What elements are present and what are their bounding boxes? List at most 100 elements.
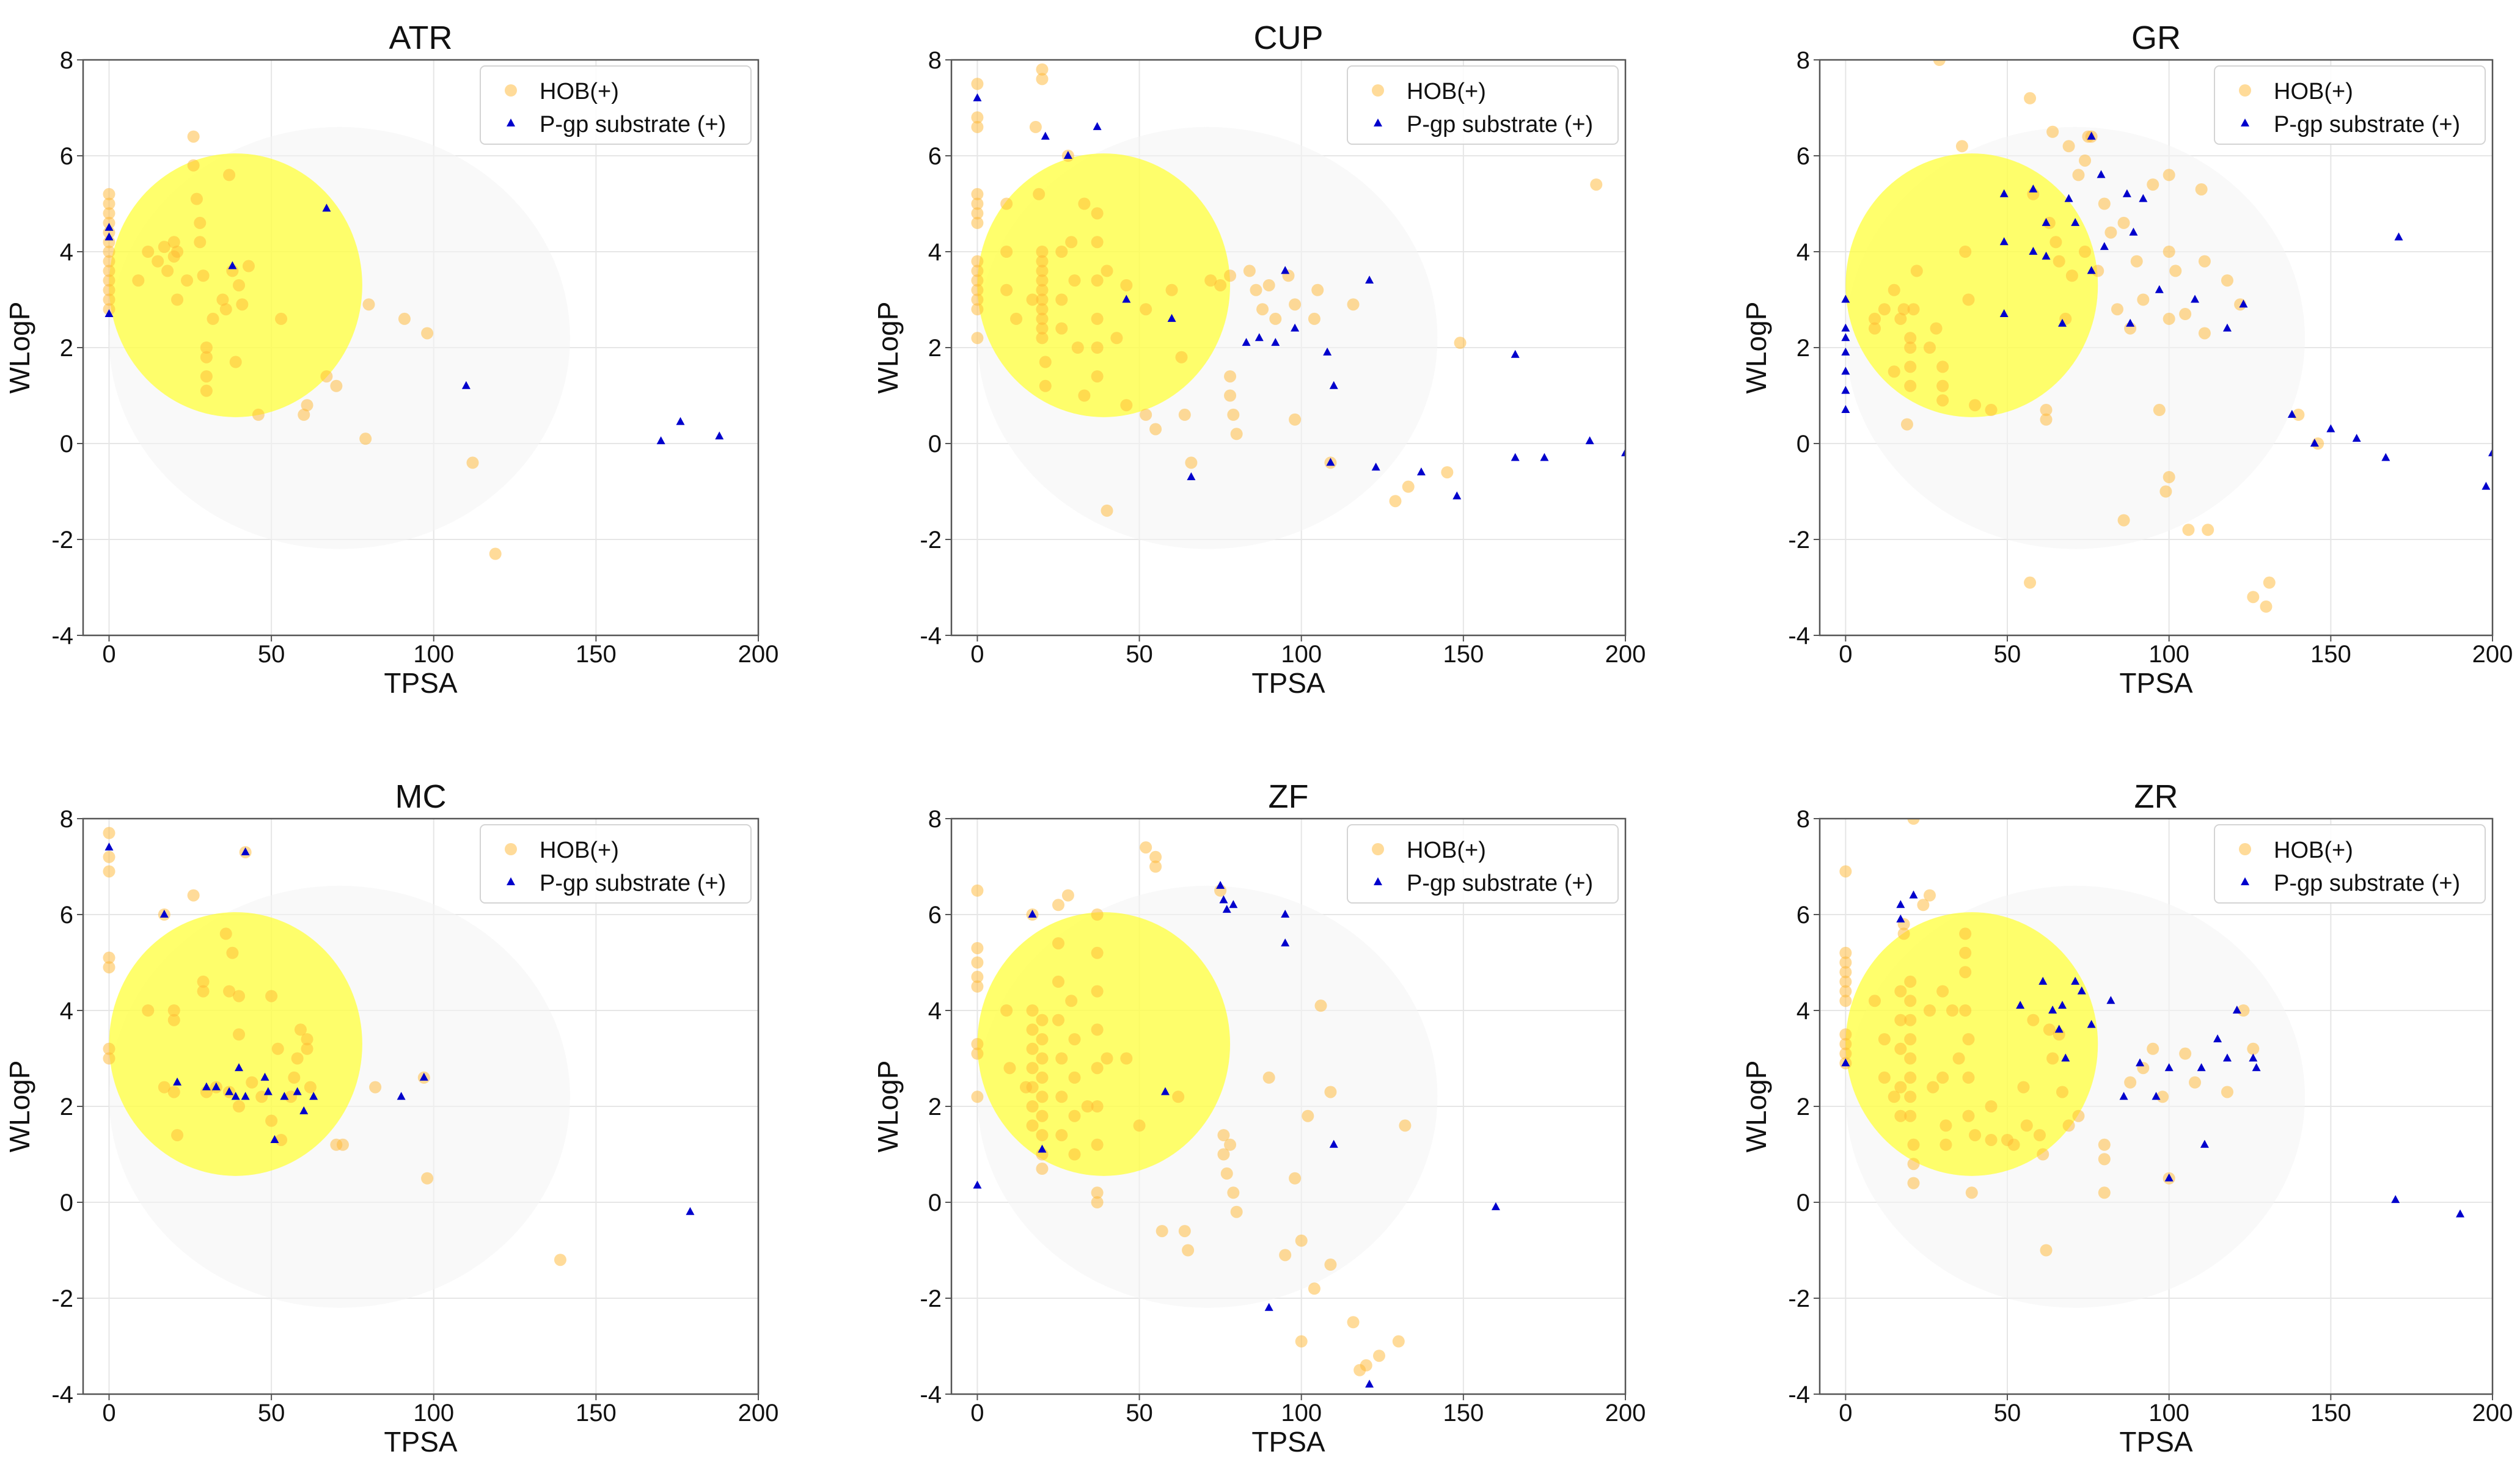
- pgp-point: [2042, 217, 2051, 226]
- pgp-point: [2064, 194, 2073, 202]
- hob-point: [1372, 1350, 1385, 1362]
- pgp-point: [2139, 194, 2148, 202]
- pgp-point: [241, 1092, 250, 1100]
- x-tick-label: 0: [102, 1400, 115, 1427]
- hob-point: [1952, 1052, 1965, 1065]
- pgp-point: [2087, 131, 2096, 140]
- pgp-point: [2097, 170, 2106, 178]
- x-tick-label: 100: [2148, 1400, 2189, 1427]
- hob-point: [103, 188, 115, 200]
- hob-point: [1243, 265, 1256, 277]
- chart-title: ZR: [2134, 778, 2178, 815]
- hob-point: [2024, 576, 2037, 589]
- pgp-point: [397, 1092, 406, 1100]
- hob-point: [1965, 1186, 1978, 1199]
- hob-point: [971, 207, 984, 220]
- legend-pgp-label: P-gp substrate (+): [540, 112, 726, 137]
- hob-point: [1026, 1081, 1039, 1094]
- chart-zr: 0 50 100 150 200 -4 -2 0 2 4 6 8 ZR TPSA WLogP HOB(+) P-…: [1740, 778, 2513, 1458]
- hob-point: [1936, 985, 1949, 998]
- hob-point: [1839, 1037, 1852, 1050]
- pgp-point: [1365, 1379, 1374, 1388]
- hob-point: [1454, 337, 1467, 349]
- hob-point: [1923, 889, 1936, 902]
- hob-point: [1894, 1042, 1907, 1055]
- hob-point: [1868, 995, 1881, 1007]
- hob-point: [219, 303, 232, 316]
- hob-point: [971, 303, 984, 316]
- hob-point: [1441, 466, 1454, 479]
- hob-point: [1888, 365, 1900, 378]
- hob-point: [1962, 1071, 1975, 1084]
- hob-point: [197, 269, 210, 282]
- hob-point: [2221, 1086, 2233, 1098]
- hob-point: [1894, 1014, 1907, 1026]
- hob-point: [1091, 236, 1104, 249]
- hob-point: [265, 1114, 278, 1127]
- x-tick-label: 200: [2472, 1400, 2513, 1427]
- x-tick-label: 150: [1443, 1400, 1484, 1427]
- legend-hob-label: HOB(+): [540, 838, 619, 863]
- hob-point: [1071, 342, 1084, 354]
- pgp-point: [299, 1106, 309, 1114]
- hob-point: [1036, 1109, 1049, 1122]
- egg-regions: [109, 126, 570, 549]
- hob-point: [2053, 255, 2065, 268]
- hob-point: [1224, 269, 1237, 282]
- hob-point: [1036, 1091, 1049, 1103]
- hob-point: [181, 274, 193, 287]
- hob-point: [1055, 1052, 1068, 1065]
- hob-point: [233, 1100, 245, 1112]
- pgp-point: [656, 436, 665, 445]
- hob-point: [1078, 389, 1091, 402]
- hob-point: [1959, 927, 1972, 940]
- hob-point: [1839, 865, 1852, 878]
- hob-point: [1959, 246, 1972, 258]
- hob-point: [1894, 1081, 1907, 1094]
- hob-point: [103, 293, 115, 306]
- hob-point: [1036, 246, 1049, 258]
- pgp-point: [1028, 910, 1037, 918]
- hob-point: [2072, 1109, 2085, 1122]
- hob-point: [187, 159, 200, 172]
- hob-point: [246, 1076, 258, 1089]
- hob-point: [2098, 197, 2111, 210]
- legend-box: [480, 65, 752, 145]
- hob-point: [252, 408, 265, 421]
- legend-pgp-marker: [1374, 877, 1382, 885]
- hob-point: [1256, 303, 1269, 316]
- y-tick-label: -2: [51, 527, 73, 553]
- pgp-point: [1329, 1139, 1338, 1148]
- pgp-point: [1216, 880, 1225, 889]
- hob-point: [1839, 956, 1852, 969]
- hob-point: [1250, 283, 1262, 296]
- pgp-point: [2222, 1053, 2232, 1062]
- hob-point: [216, 293, 229, 306]
- y-tick-label: 4: [928, 998, 942, 1025]
- hob-point: [1969, 399, 1982, 412]
- hob-point: [1036, 265, 1049, 277]
- pgp-point: [1841, 1058, 1850, 1067]
- egg-yolk-region: [1845, 153, 2098, 417]
- pgp-point: [1281, 910, 1290, 918]
- hob-point: [2195, 183, 2208, 195]
- hob-point: [1091, 985, 1104, 998]
- legend-pgp-marker: [2241, 119, 2249, 126]
- x-tick-label: 50: [258, 641, 285, 668]
- hob-point: [2202, 524, 2214, 536]
- pgp-point: [2100, 242, 2109, 250]
- hob-point: [236, 298, 249, 311]
- pgp-point: [2232, 1006, 2241, 1014]
- hob-point: [971, 78, 984, 90]
- y-tick-label: 6: [1797, 143, 1810, 170]
- hob-point: [200, 370, 213, 383]
- hob-point: [1175, 351, 1188, 364]
- x-tick-label: 150: [2310, 641, 2351, 668]
- hob-point: [1165, 283, 1178, 296]
- y-tick-label: 2: [60, 1094, 73, 1120]
- hob-point: [229, 356, 242, 368]
- hob-point: [971, 956, 984, 969]
- hob-point: [1295, 1234, 1308, 1247]
- hob-point: [142, 1004, 155, 1017]
- hob-point: [103, 827, 115, 839]
